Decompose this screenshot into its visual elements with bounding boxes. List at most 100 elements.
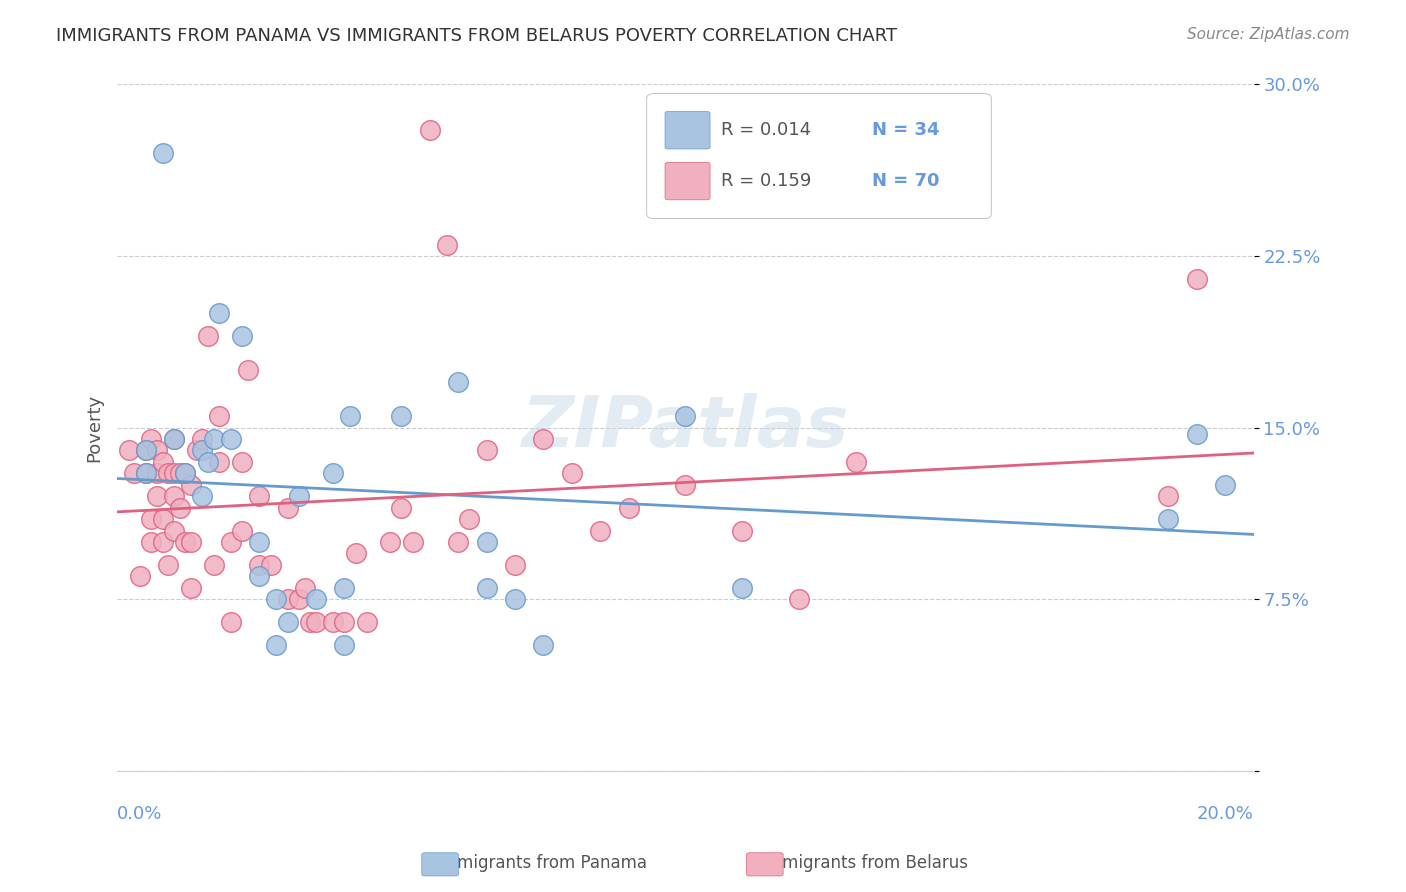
Point <box>344 546 367 560</box>
Point <box>266 638 288 652</box>
Point <box>247 489 270 503</box>
Point <box>356 615 378 629</box>
Text: R = 0.159: R = 0.159 <box>721 172 811 190</box>
Point <box>146 467 169 481</box>
Point <box>135 443 157 458</box>
Point <box>169 467 191 481</box>
Point <box>1157 512 1180 526</box>
Point <box>531 432 554 446</box>
Point <box>475 581 498 595</box>
Point <box>135 467 157 481</box>
Point <box>219 432 242 446</box>
Point <box>180 535 202 549</box>
Point <box>673 409 696 424</box>
Point <box>191 443 214 458</box>
Point <box>163 467 186 481</box>
Text: ZIPatlas: ZIPatlas <box>522 393 849 462</box>
Point <box>163 432 186 446</box>
Point <box>1185 272 1208 286</box>
Point <box>458 512 481 526</box>
Point <box>141 535 163 549</box>
Point <box>419 123 441 137</box>
Point <box>475 443 498 458</box>
Point <box>231 524 253 538</box>
Text: N = 70: N = 70 <box>872 172 939 190</box>
Text: IMMIGRANTS FROM PANAMA VS IMMIGRANTS FROM BELARUS POVERTY CORRELATION CHART: IMMIGRANTS FROM PANAMA VS IMMIGRANTS FRO… <box>56 27 897 45</box>
Text: 0.0%: 0.0% <box>117 805 163 823</box>
Point <box>305 615 328 629</box>
Point <box>322 615 344 629</box>
Point <box>589 524 612 538</box>
Point <box>169 500 191 515</box>
Point <box>617 500 640 515</box>
Point <box>447 535 470 549</box>
Point <box>141 432 163 446</box>
Point <box>389 409 412 424</box>
Point <box>174 535 197 549</box>
Point <box>163 524 186 538</box>
Point <box>277 500 299 515</box>
Point <box>561 467 583 481</box>
Point <box>845 455 868 469</box>
Point <box>231 455 253 469</box>
Point <box>152 535 174 549</box>
Point <box>180 477 202 491</box>
Point <box>208 409 231 424</box>
Text: Immigrants from Belarus: Immigrants from Belarus <box>761 855 969 872</box>
Point <box>186 443 208 458</box>
Point <box>247 558 270 572</box>
Point <box>277 615 299 629</box>
Point <box>163 432 186 446</box>
Point <box>247 569 270 583</box>
Point <box>333 581 356 595</box>
Point <box>247 535 270 549</box>
Point <box>1213 477 1236 491</box>
Point <box>135 467 157 481</box>
Text: Immigrants from Panama: Immigrants from Panama <box>436 855 647 872</box>
Point <box>157 467 180 481</box>
Point <box>180 581 202 595</box>
Point <box>288 489 311 503</box>
Point <box>401 535 423 549</box>
Text: N = 34: N = 34 <box>872 121 939 139</box>
Point <box>219 535 242 549</box>
Point <box>731 581 754 595</box>
Point <box>197 455 219 469</box>
Point <box>322 467 344 481</box>
Text: R = 0.014: R = 0.014 <box>721 121 811 139</box>
Point <box>117 443 139 458</box>
Point <box>288 592 311 607</box>
Point <box>174 467 197 481</box>
Point <box>378 535 401 549</box>
Point <box>1185 427 1208 442</box>
Point <box>202 558 225 572</box>
Point <box>266 592 288 607</box>
Point <box>152 455 174 469</box>
Point <box>259 558 281 572</box>
Point <box>191 432 214 446</box>
Point <box>157 558 180 572</box>
Point <box>339 409 361 424</box>
Point <box>152 146 174 161</box>
Point <box>503 592 526 607</box>
Point <box>219 615 242 629</box>
Point <box>141 512 163 526</box>
Point <box>197 329 219 343</box>
Y-axis label: Poverty: Poverty <box>86 393 103 462</box>
Point <box>146 443 169 458</box>
Point <box>333 615 356 629</box>
Text: 20.0%: 20.0% <box>1197 805 1254 823</box>
Point <box>231 329 253 343</box>
Point <box>294 581 316 595</box>
Point <box>152 512 174 526</box>
Point <box>202 432 225 446</box>
Point <box>503 558 526 572</box>
Point <box>673 477 696 491</box>
Point <box>208 455 231 469</box>
Point <box>163 489 186 503</box>
Point <box>531 638 554 652</box>
Point <box>299 615 322 629</box>
Point <box>236 363 259 377</box>
Point <box>135 443 157 458</box>
Point <box>208 306 231 320</box>
